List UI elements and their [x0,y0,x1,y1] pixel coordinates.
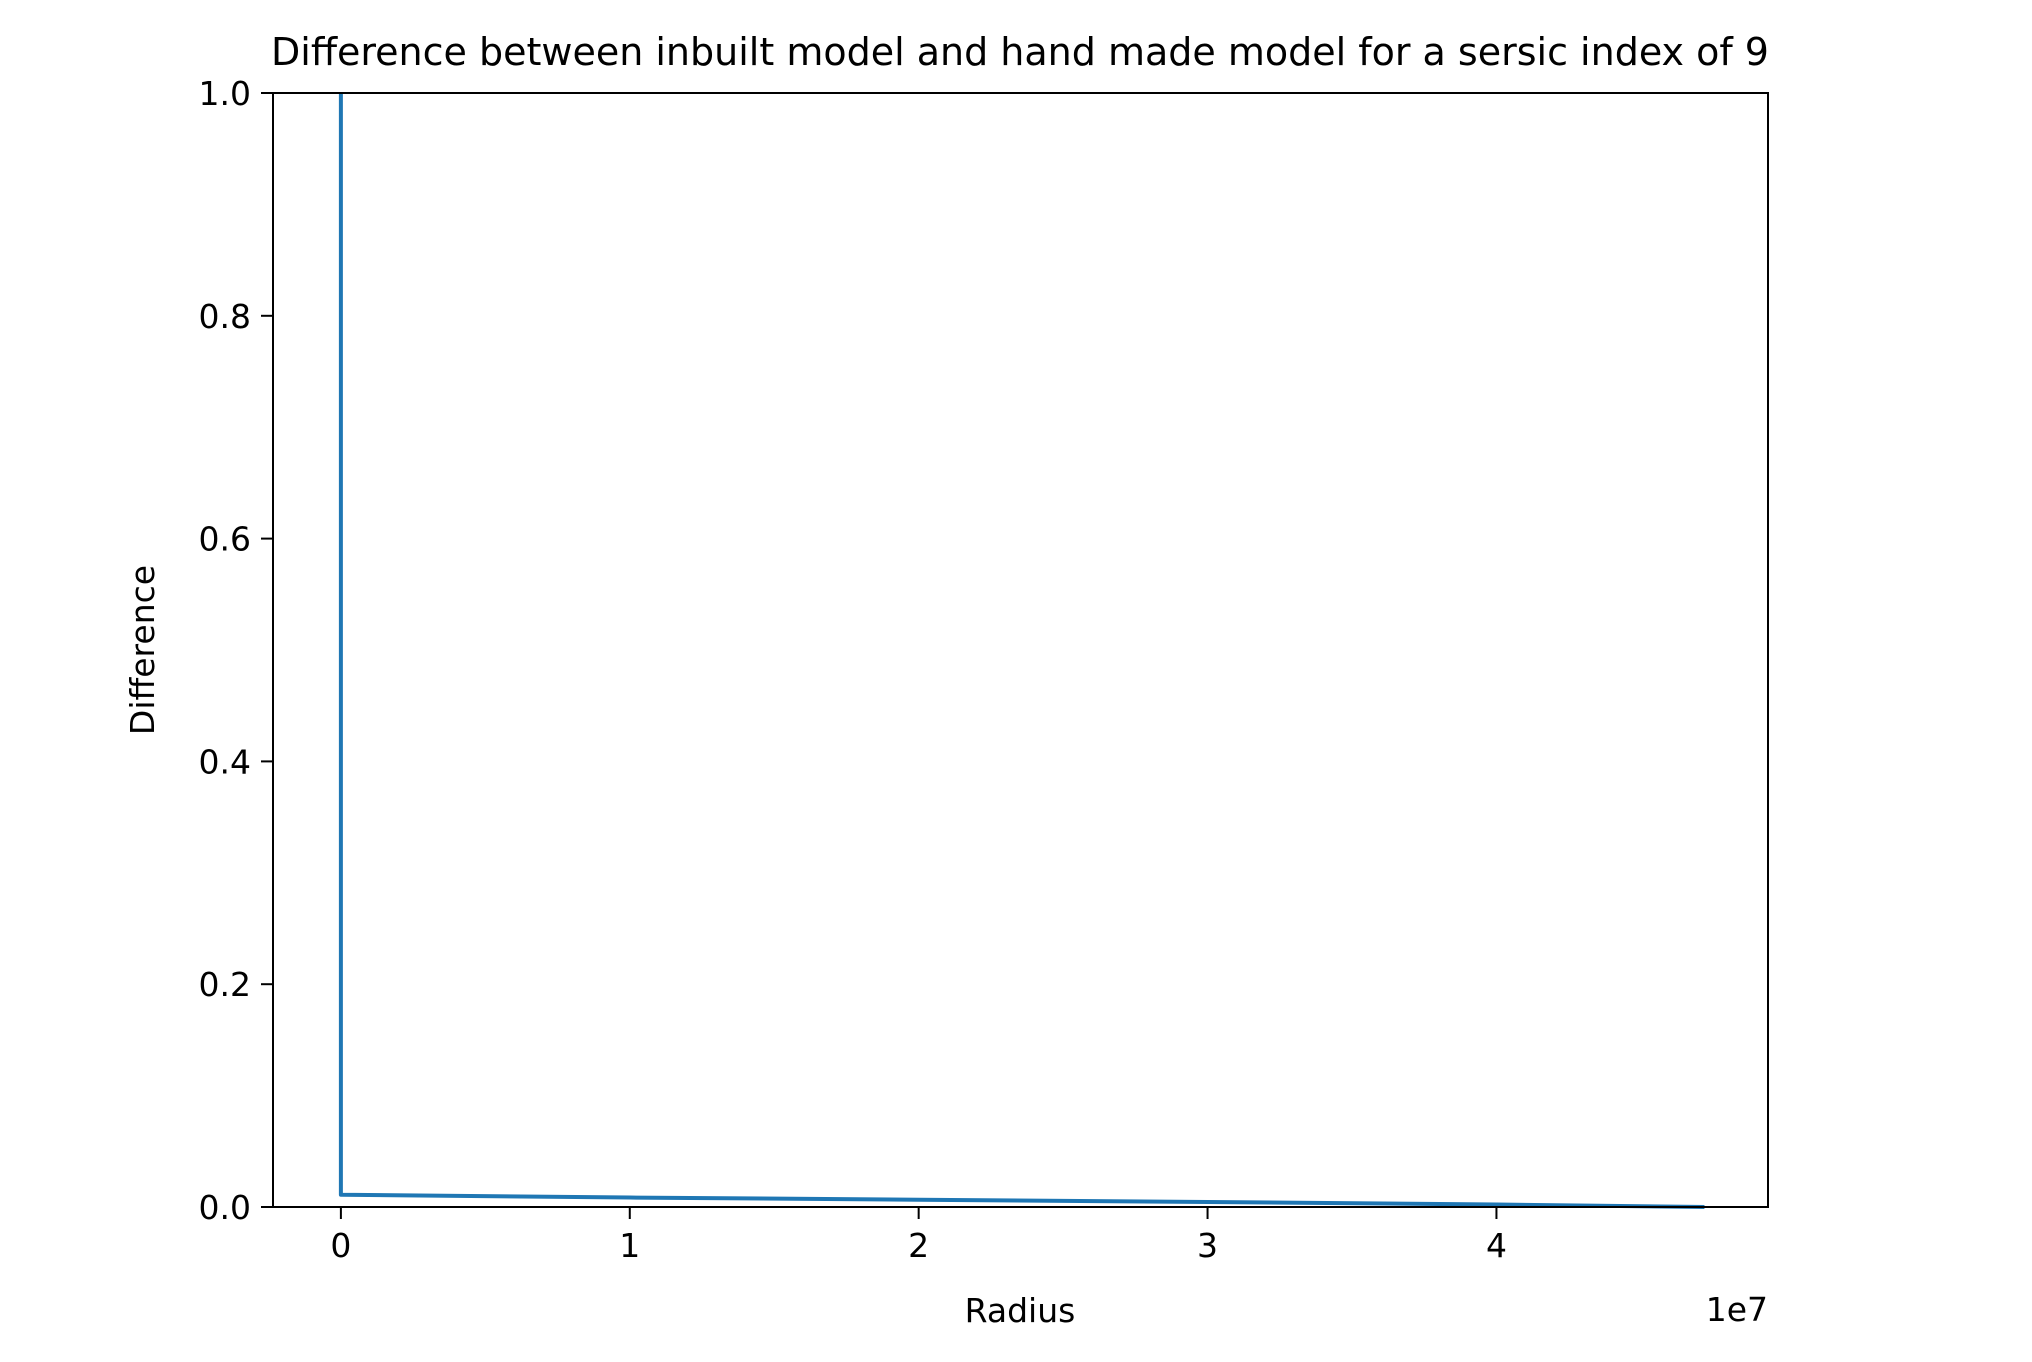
x-tick-label: 4 [1486,1226,1507,1265]
x-axis-label: Radius [965,1291,1076,1330]
x-axis: 0 1 2 3 4 [330,1207,1507,1265]
y-tick-label: 0.6 [199,520,251,559]
y-axis-label: Difference [123,565,162,735]
y-tick-label: 0.0 [199,1188,251,1227]
chart-title: Difference between inbuilt model and han… [271,30,1769,74]
x-tick-label: 3 [1197,1226,1218,1265]
x-tick-label: 0 [330,1226,351,1265]
y-tick-label: 0.4 [199,742,251,781]
series-line-0 [338,93,1705,1209]
series-layer [338,93,1705,1209]
y-tick-label: 1.0 [199,74,251,113]
plot-area [273,93,1768,1207]
x-axis-offset-label: 1e7 [1706,1290,1768,1329]
y-tick-label: 0.8 [199,297,251,336]
x-tick-label: 2 [908,1226,929,1265]
x-tick-label: 1 [619,1226,640,1265]
axes-frame [272,92,1769,1208]
y-tick-label: 0.2 [199,965,251,1004]
y-axis: 0.0 0.2 0.4 0.6 0.8 1.0 [199,74,273,1227]
